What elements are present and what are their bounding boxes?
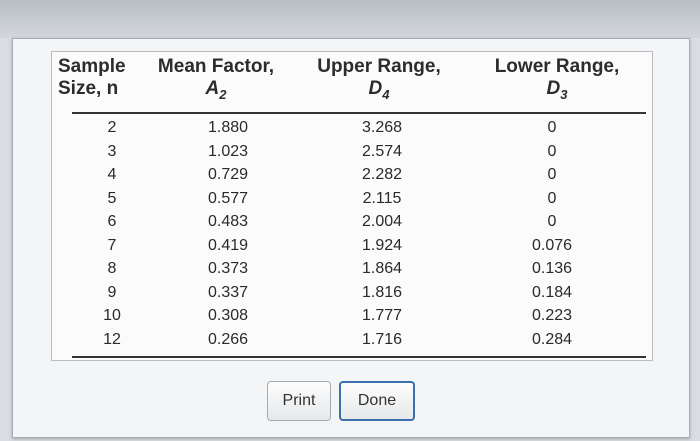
cell-sample-size: 8 <box>107 260 117 277</box>
header-sample-size: Sample Size, n <box>58 56 138 100</box>
cell-sample-size: 6 <box>107 213 117 230</box>
cell-mean-factor: 0.266 <box>207 330 249 348</box>
cell-upper-range: 2.282 <box>361 166 403 183</box>
cell-upper-range: 2.004 <box>361 213 403 230</box>
cell-mean-factor: 0.577 <box>207 189 249 207</box>
table-row: 10 0.308 1.777 0.223 <box>52 304 652 328</box>
table-row: 5 0.577 2.115 0 <box>52 187 652 211</box>
cell-sample-size: 2 <box>107 119 117 136</box>
header-mean-line1: Mean Factor, <box>157 56 275 77</box>
table-bottom-rule <box>72 356 646 358</box>
cell-lower-range: 0 <box>547 189 557 207</box>
done-button[interactable]: Done <box>339 381 415 421</box>
cell-upper-range: 1.777 <box>361 307 403 324</box>
table-row: 4 0.729 2.282 0 <box>52 163 652 187</box>
cell-mean-factor: 0.373 <box>207 260 249 277</box>
table-row: 6 0.483 2.004 0 <box>52 210 652 234</box>
cell-upper-range: 1.816 <box>361 283 403 301</box>
cell-sample-size: 9 <box>107 283 117 301</box>
cell-lower-range: 0 <box>547 119 557 136</box>
cell-sample-size: 5 <box>107 189 117 207</box>
header-upper-range: Upper Range, D4 <box>314 56 444 106</box>
header-mean-symbol: A2 <box>205 78 227 102</box>
header-sample-line2: Size, n <box>58 78 119 99</box>
cell-lower-range: 0.223 <box>531 307 573 324</box>
window-top-strip <box>0 0 700 38</box>
cell-upper-range: 1.716 <box>361 330 403 348</box>
cell-lower-range: 0.076 <box>531 236 573 254</box>
cell-sample-size: 7 <box>107 236 117 254</box>
header-lower-symbol: D3 <box>546 78 568 102</box>
cell-mean-factor: 0.337 <box>207 283 249 301</box>
table-row: 3 1.023 2.574 0 <box>52 140 652 164</box>
header-lower-range: Lower Range, D3 <box>482 56 632 106</box>
header-mean-factor: Mean Factor, A2 <box>156 56 276 106</box>
table-row: 7 0.419 1.924 0.076 <box>52 234 652 258</box>
cell-mean-factor: 0.308 <box>207 307 249 324</box>
cell-upper-range: 3.268 <box>361 119 403 136</box>
table-row: 12 0.266 1.716 0.284 <box>52 328 652 352</box>
cell-mean-factor: 1.880 <box>207 119 249 136</box>
cell-lower-range: 0.284 <box>531 330 573 348</box>
control-chart-factors-table: Sample Size, n Mean Factor, A2 Upper Ran… <box>51 51 653 361</box>
cell-mean-factor: 0.419 <box>207 236 249 254</box>
cell-lower-range: 0 <box>547 166 557 183</box>
table-row: 9 0.337 1.816 0.184 <box>52 281 652 305</box>
cell-lower-range: 0 <box>547 213 557 230</box>
cell-upper-range: 2.574 <box>361 142 403 160</box>
cell-upper-range: 2.115 <box>362 189 402 207</box>
cell-lower-range: 0.136 <box>531 260 573 277</box>
cell-sample-size: 10 <box>103 307 121 324</box>
header-upper-line1: Upper Range, <box>317 56 441 77</box>
header-lower-line1: Lower Range, <box>494 56 620 77</box>
header-upper-symbol: D4 <box>368 78 390 102</box>
cell-mean-factor: 0.729 <box>207 166 249 183</box>
print-button[interactable]: Print <box>267 381 331 421</box>
cell-upper-range: 1.924 <box>361 236 403 254</box>
cell-lower-range: 0 <box>547 142 557 160</box>
header-sample-line1: Sample <box>58 56 126 77</box>
factors-dialog: Sample Size, n Mean Factor, A2 Upper Ran… <box>12 38 690 438</box>
cell-upper-range: 1.864 <box>361 260 403 277</box>
cell-mean-factor: 0.483 <box>207 213 249 230</box>
table-row: 8 0.373 1.864 0.136 <box>52 257 652 281</box>
cell-mean-factor: 1.023 <box>207 142 249 160</box>
table-row: 2 1.880 3.268 0 <box>52 116 652 140</box>
cell-sample-size: 4 <box>107 166 117 183</box>
header-divider <box>72 112 646 114</box>
cell-sample-size: 12 <box>103 330 121 348</box>
cell-lower-range: 0.184 <box>531 283 573 301</box>
cell-sample-size: 3 <box>107 142 117 160</box>
table-body: 2 1.880 3.268 0 3 1.023 2.574 0 4 0.729 2.282 0 5… <box>52 116 652 351</box>
